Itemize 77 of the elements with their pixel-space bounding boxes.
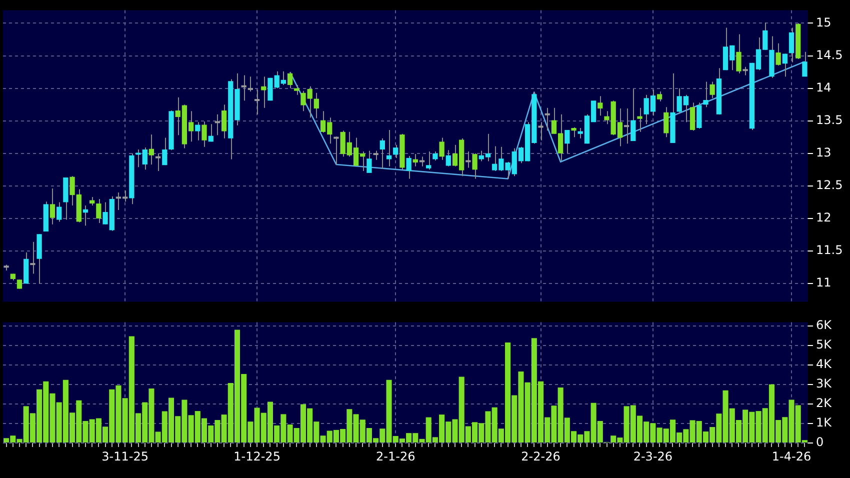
y-tick-label: 14.5: [816, 48, 843, 62]
candlestick: [162, 137, 168, 166]
candlestick: [564, 129, 570, 154]
candlestick: [294, 84, 300, 96]
candlestick: [802, 51, 808, 78]
y-tick-label: 1K: [816, 416, 833, 430]
candlestick: [380, 138, 385, 170]
x-tick-label: 3-11-25: [102, 449, 148, 464]
candlestick: [710, 81, 715, 99]
candlestick: [571, 126, 576, 138]
y-tick-label: 11: [816, 276, 832, 290]
candlestick: [155, 152, 161, 172]
candlestick: [96, 198, 102, 224]
candlestick: [624, 108, 630, 144]
candlestick: [148, 134, 154, 165]
candlestick: [703, 81, 708, 108]
candlestick: [241, 74, 246, 102]
y-tick-label: 13: [816, 146, 832, 160]
y-tick-label: 5K: [816, 338, 833, 352]
candlestick: [248, 76, 254, 92]
candlestick: [366, 150, 372, 174]
candlestick: [208, 124, 214, 142]
y-tick-label: 3K: [816, 376, 833, 391]
candlestick: [30, 241, 36, 274]
y-tick-label: 11.5: [816, 243, 843, 258]
candlestick: [782, 53, 788, 78]
y-tick-label: 0: [816, 435, 824, 450]
candlestick: [412, 154, 418, 167]
candlestick: [82, 204, 88, 226]
candlestick: [195, 122, 200, 141]
x-tick-label: 2-3-26: [633, 449, 673, 464]
y-tick-label: 12.5: [816, 178, 843, 192]
y-tick-label: 15: [816, 15, 832, 30]
candlestick: [538, 122, 544, 141]
candlestick: [788, 27, 794, 63]
y-tick-label: 12: [816, 210, 832, 225]
candlestick: [656, 91, 662, 102]
candlestick: [598, 96, 603, 116]
candlestick: [419, 156, 425, 167]
candlestick: [696, 102, 702, 130]
candlestick: [373, 150, 378, 160]
y-tick-label: 6K: [816, 318, 833, 332]
y-tick-label: 4K: [816, 357, 833, 372]
candlestick: [50, 188, 56, 225]
candlestick: [664, 106, 669, 138]
candlestick: [221, 104, 227, 139]
candlestick: [472, 152, 478, 180]
candlestick: [637, 107, 642, 132]
candlestick: [56, 202, 62, 222]
candlestick: [432, 150, 438, 162]
candlestick: [406, 156, 412, 180]
candlestick: [214, 114, 220, 136]
candlestick: [16, 279, 22, 290]
candlestick: [202, 121, 207, 148]
candlestick: [261, 76, 266, 108]
x-tick-label: 1-12-25: [234, 449, 280, 464]
candlestick: [386, 129, 392, 167]
x-tick-label: 2-2-26: [521, 449, 560, 464]
candlestick: [630, 88, 636, 142]
candlestick: [736, 34, 742, 74]
candlestick: [393, 144, 398, 158]
candlestick: [466, 150, 471, 168]
candlestick: [446, 150, 451, 167]
candlestick: [426, 150, 432, 170]
candlestick: [287, 72, 293, 89]
candlestick: [690, 102, 696, 132]
y-tick-label: 13.5: [816, 112, 843, 127]
candlestick: [334, 136, 339, 165]
candlestick: [544, 107, 550, 132]
x-tick-label: 1-4-26: [772, 449, 812, 464]
candlestick: [314, 92, 319, 119]
y-tick-label: 2K: [816, 396, 833, 410]
candlestick: [254, 89, 260, 115]
candlestick: [776, 42, 781, 66]
y-tick-label: 14: [816, 80, 832, 94]
x-tick-label: 2-1-26: [376, 449, 416, 464]
candlestick: [439, 137, 444, 160]
